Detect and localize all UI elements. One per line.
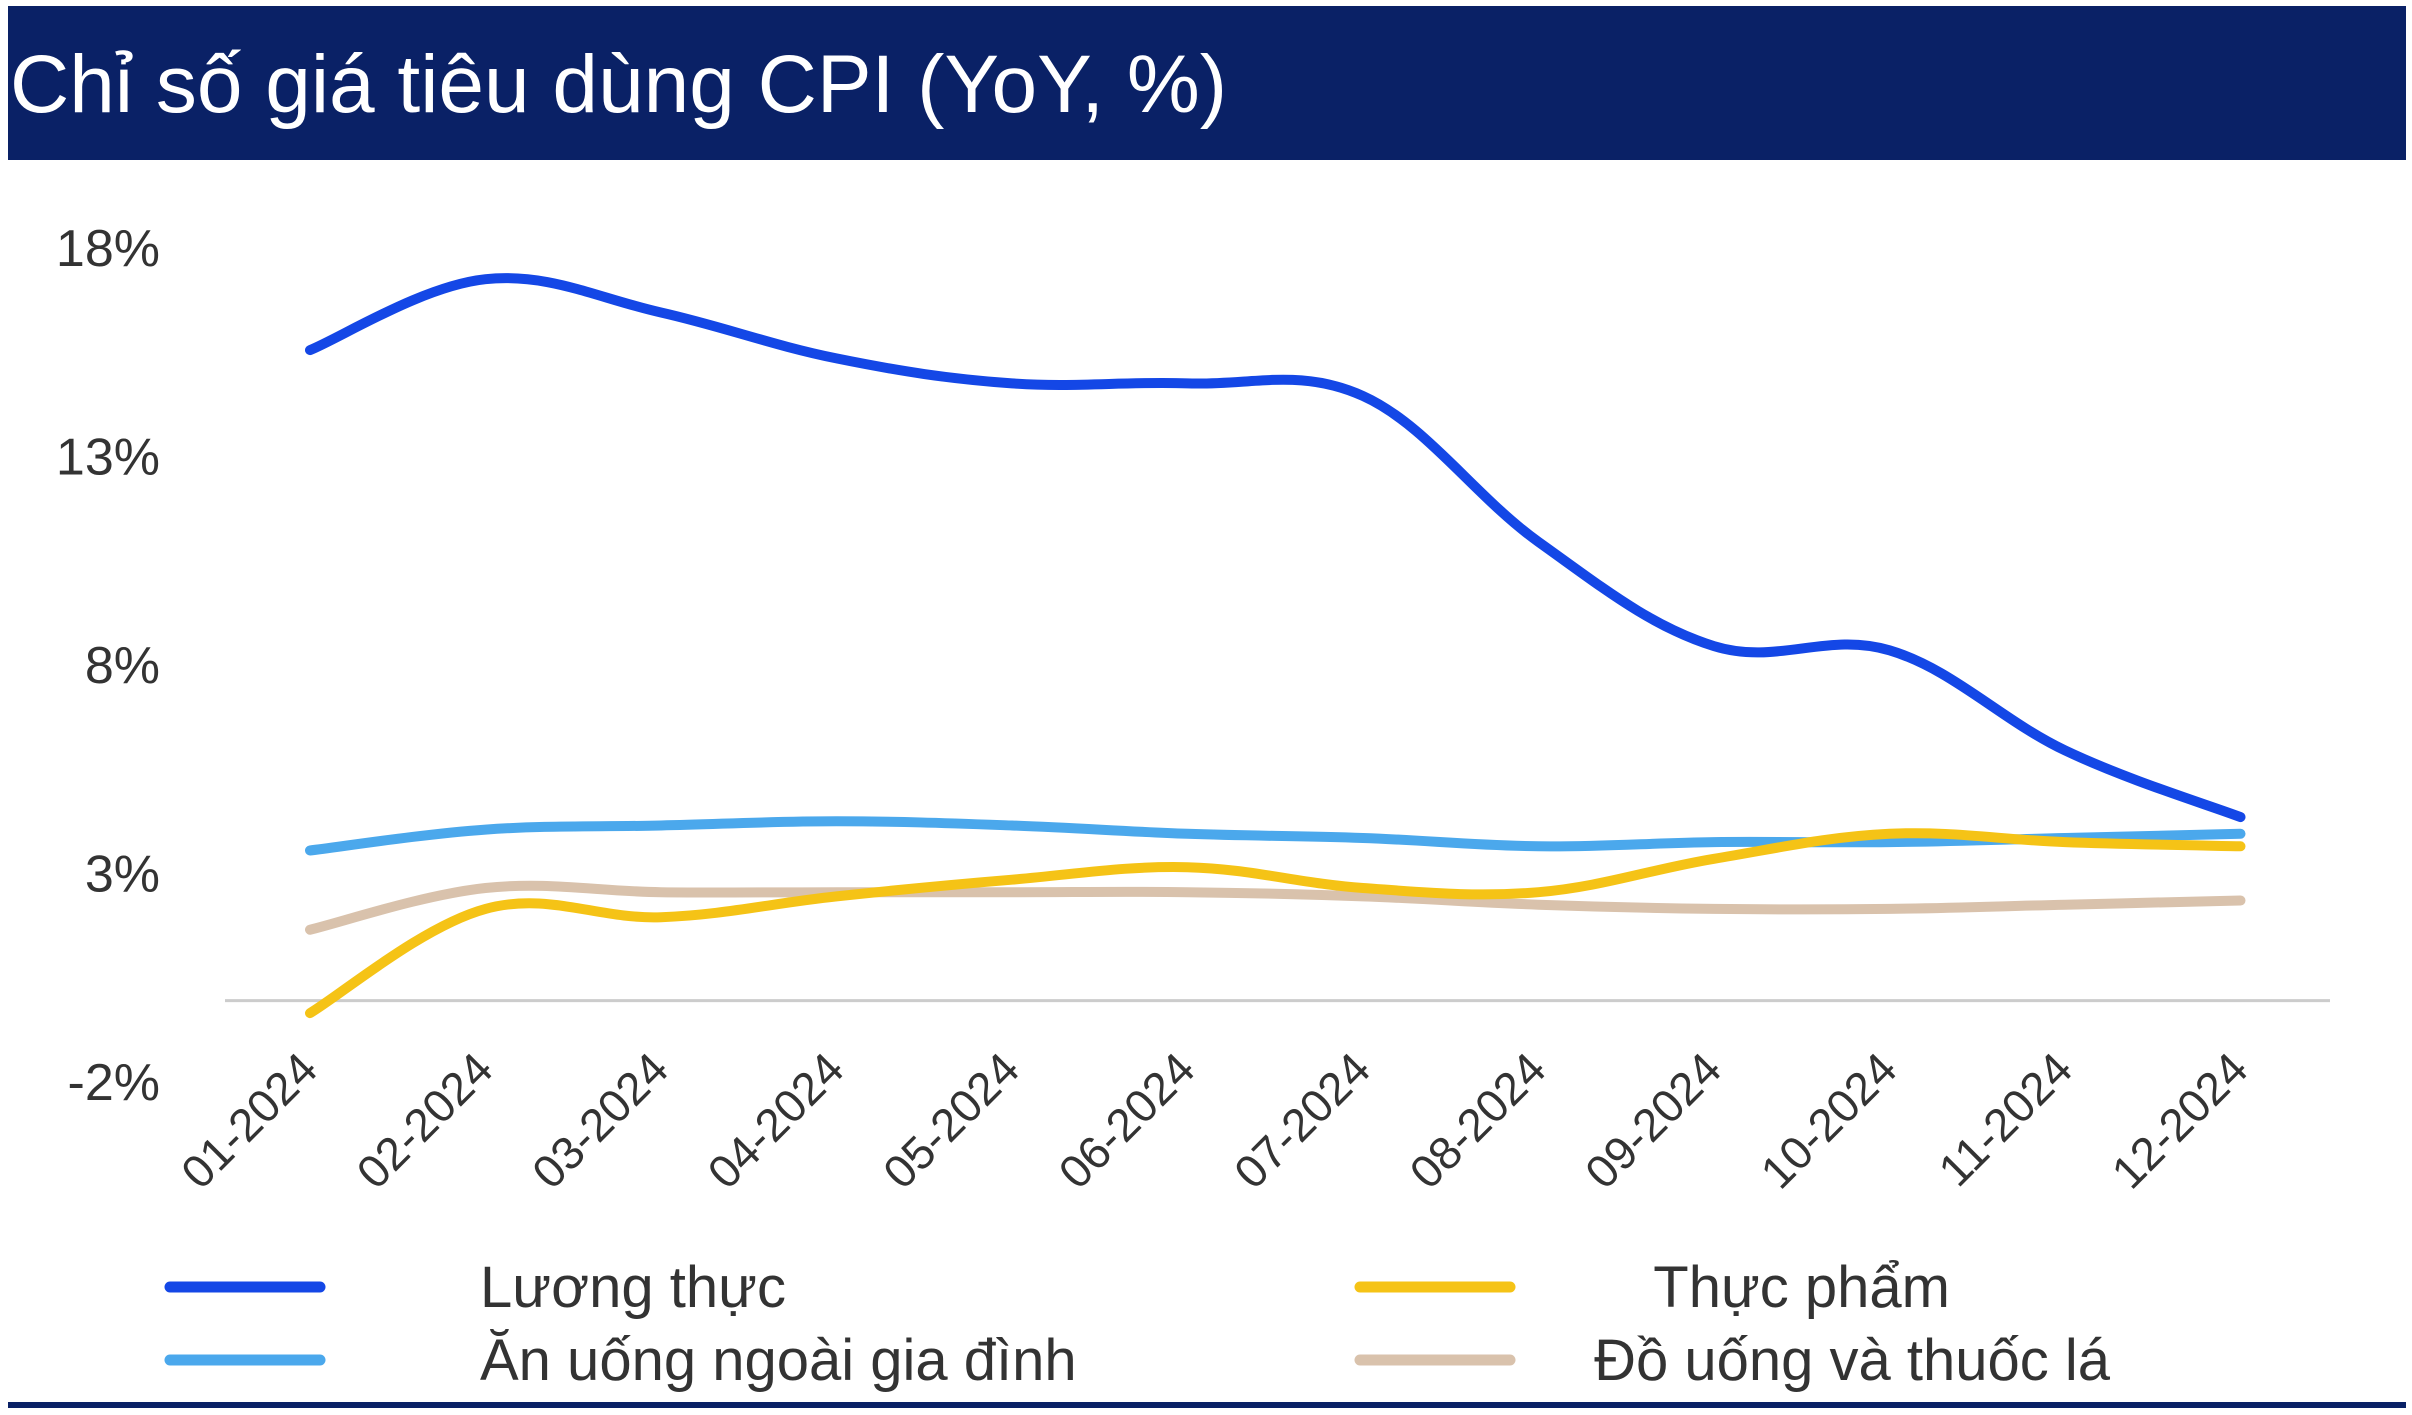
y-tick-label: 3% bbox=[85, 846, 160, 904]
y-tick-label: 18% bbox=[56, 220, 160, 278]
series-line bbox=[310, 278, 2241, 817]
legend-label: Ăn uống ngoài gia đình bbox=[480, 1328, 1077, 1393]
legend: Lương thực Thực phẩm Ăn uống ngoài gia đìn… bbox=[170, 1255, 2111, 1393]
legend-item: Ăn uống ngoài gia đình bbox=[170, 1328, 1077, 1393]
x-tick-label: 06-2024 bbox=[1048, 1042, 1204, 1198]
legend-item: Thực phẩm bbox=[1360, 1255, 1950, 1320]
y-tick-label: 8% bbox=[85, 637, 160, 695]
x-tick-label: 12-2024 bbox=[2101, 1042, 2257, 1198]
legend-label: Thực phẩm bbox=[1653, 1255, 1950, 1320]
x-tick-label: 09-2024 bbox=[1575, 1042, 1731, 1198]
series-line bbox=[310, 833, 2241, 1013]
y-axis: 18% 13% 8% 3% -2% bbox=[56, 220, 160, 1112]
x-tick-label: 01-2024 bbox=[171, 1042, 327, 1198]
x-tick-label: 05-2024 bbox=[873, 1042, 1029, 1198]
legend-item: Lương thực bbox=[170, 1255, 786, 1320]
bottom-rule bbox=[8, 1402, 2406, 1408]
series-layer bbox=[310, 278, 2241, 1013]
x-tick-label: 04-2024 bbox=[697, 1042, 853, 1198]
x-tick-label: 10-2024 bbox=[1750, 1042, 1906, 1198]
x-tick-label: 11-2024 bbox=[1928, 1042, 2082, 1196]
y-tick-label: 13% bbox=[56, 429, 160, 487]
legend-label: Lương thực bbox=[480, 1255, 786, 1320]
x-tick-label: 07-2024 bbox=[1224, 1042, 1380, 1198]
legend-item: Đồ uống và thuốc lá bbox=[1360, 1328, 2111, 1393]
series-1 bbox=[310, 833, 2241, 1013]
chart-title: Chỉ số giá tiêu dùng CPI (YoY, %) bbox=[10, 39, 1227, 130]
x-tick-label: 02-2024 bbox=[346, 1042, 502, 1198]
x-tick-label: 03-2024 bbox=[522, 1042, 678, 1198]
legend-label: Đồ uống và thuốc lá bbox=[1594, 1328, 2111, 1393]
y-tick-label: -2% bbox=[68, 1054, 160, 1112]
series-0 bbox=[310, 278, 2241, 817]
x-tick-label: 08-2024 bbox=[1399, 1042, 1555, 1198]
